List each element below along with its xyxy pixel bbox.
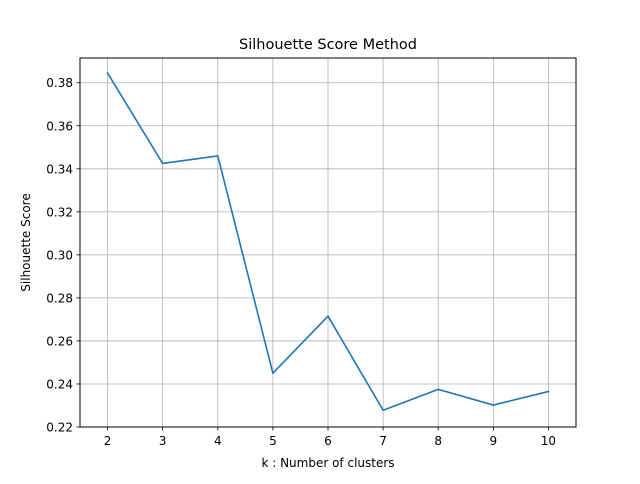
x-axis-label: k : Number of clusters	[261, 456, 394, 470]
x-tick-label: 8	[434, 434, 442, 448]
data-point	[106, 72, 109, 74]
y-tick-label: 0.24	[46, 377, 73, 391]
x-tick-label: 9	[490, 434, 498, 448]
data-point	[382, 409, 384, 412]
chart-title: Silhouette Score Method	[239, 37, 417, 53]
x-tick-label: 2	[104, 434, 112, 448]
data-point	[547, 390, 550, 393]
y-tick-label: 0.32	[46, 205, 73, 219]
y-axis-label: Silhouette Score	[19, 193, 33, 291]
data-point	[492, 404, 495, 406]
y-axis-ticks: 0.22 0.24 0.26 0.28 0.30 0.32 0.34 0.36 0.38	[46, 76, 80, 435]
x-tick-label: 5	[269, 434, 277, 448]
x-tick-label: 6	[324, 434, 332, 448]
y-tick-label: 0.34	[46, 162, 73, 176]
y-tick-label: 0.30	[46, 248, 73, 262]
y-tick-label: 0.36	[46, 119, 73, 133]
x-tick-label: 7	[379, 434, 387, 448]
grid	[80, 58, 576, 428]
y-tick-label: 0.28	[46, 291, 73, 305]
data-point	[272, 372, 274, 375]
x-tick-label: 3	[159, 434, 167, 448]
series-layer	[106, 71, 550, 412]
data-point	[161, 162, 164, 165]
data-point	[216, 155, 219, 157]
y-tick-label: 0.22	[46, 421, 73, 435]
y-tick-label: 0.26	[46, 334, 73, 348]
x-axis-ticks: 2 3 4 5 6 7 8 9 10	[104, 427, 556, 448]
y-tick-label: 0.38	[46, 76, 73, 90]
data-point	[437, 388, 440, 391]
x-tick-label: 4	[214, 434, 222, 448]
x-tick-label: 10	[541, 434, 556, 448]
data-point	[327, 315, 329, 317]
